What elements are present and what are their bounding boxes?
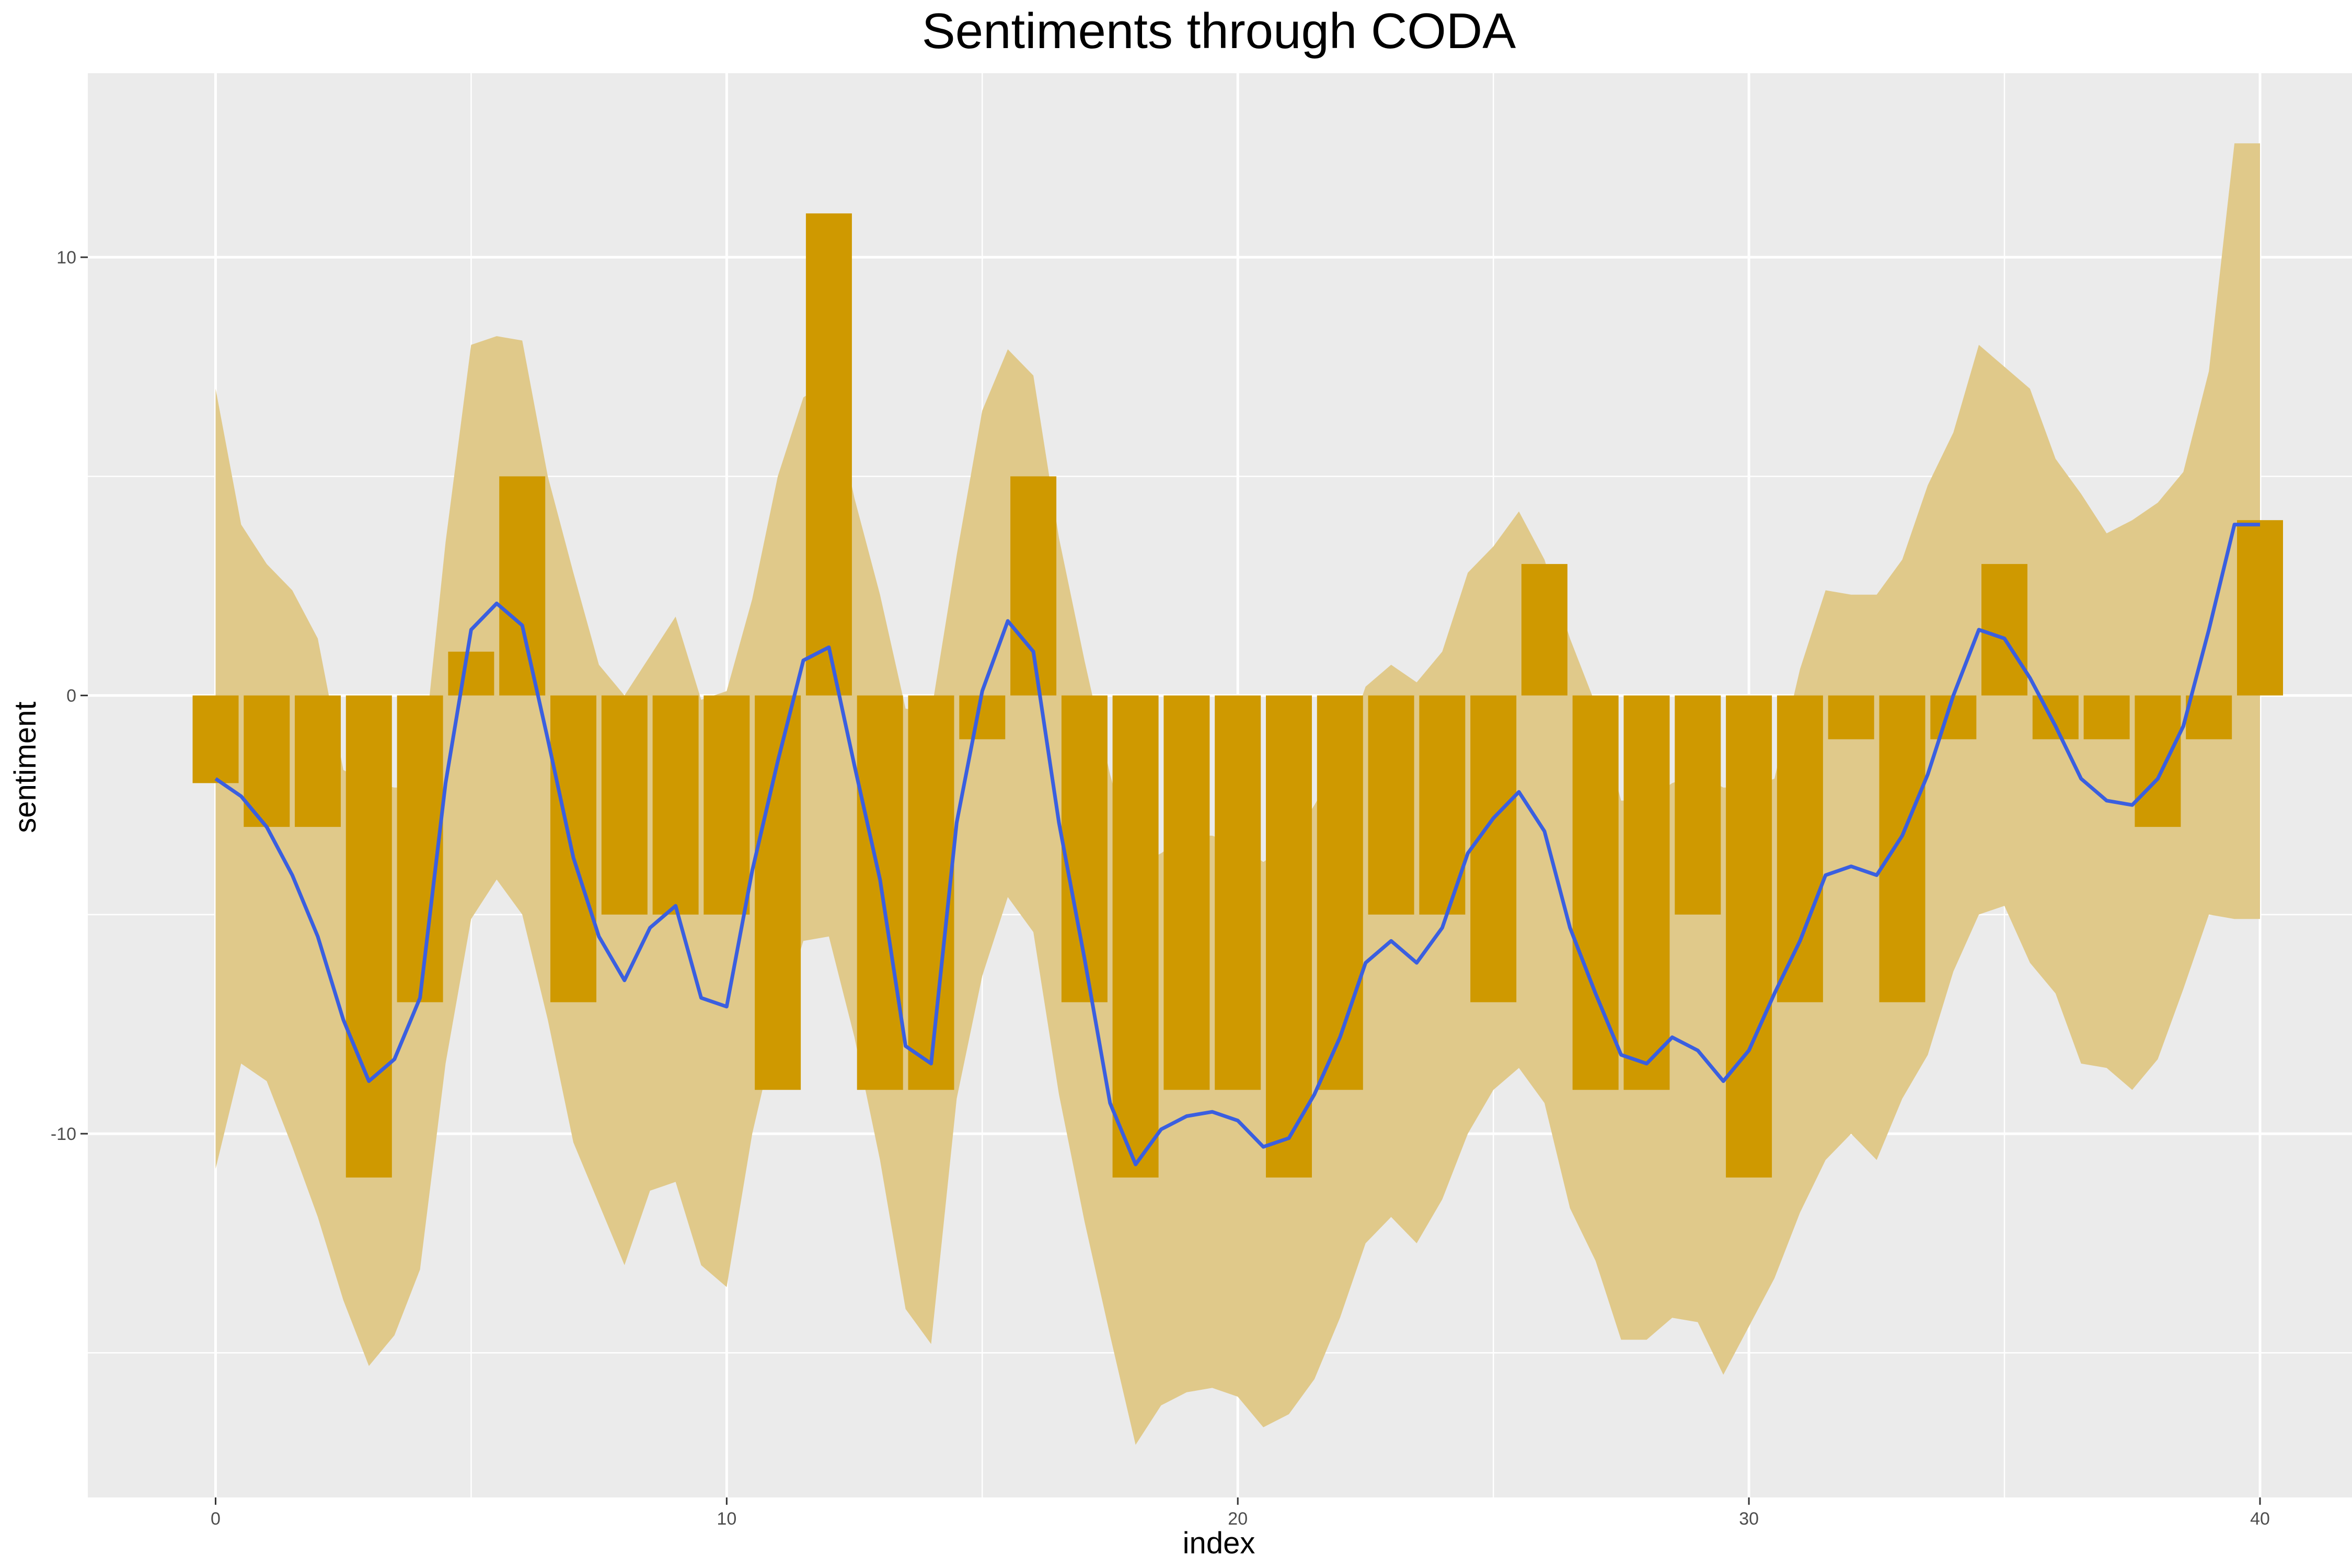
bar xyxy=(550,695,596,1002)
y-axis-ticks: -10 0 10 xyxy=(51,248,88,1144)
bar xyxy=(908,695,954,1090)
bar xyxy=(959,695,1006,740)
bar xyxy=(1368,695,1414,915)
bar xyxy=(345,695,392,1178)
bar xyxy=(1675,695,1721,915)
bar xyxy=(2135,695,2181,827)
x-tick-label: 40 xyxy=(2250,1509,2270,1529)
bar xyxy=(601,695,648,915)
y-tick-label: 0 xyxy=(66,686,76,706)
x-tick-label: 0 xyxy=(211,1509,221,1529)
bar xyxy=(1828,695,1874,740)
bar xyxy=(704,695,750,915)
bar xyxy=(1163,695,1210,1090)
bar xyxy=(295,695,341,827)
bar xyxy=(1726,695,1772,1178)
bar xyxy=(1215,695,1261,1090)
bar xyxy=(857,695,903,1090)
bar xyxy=(1879,695,1926,1002)
x-axis-ticks: 0 10 20 30 40 xyxy=(211,1497,2270,1529)
bar xyxy=(1572,695,1619,1090)
x-tick-label: 10 xyxy=(717,1509,736,1529)
bar xyxy=(1470,695,1517,1002)
bar xyxy=(1521,564,1567,696)
bar xyxy=(805,213,852,696)
x-tick-label: 30 xyxy=(1739,1509,1759,1529)
y-tick-label: 10 xyxy=(56,248,76,268)
bar xyxy=(2083,695,2130,740)
bar xyxy=(397,695,443,1002)
x-tick-label: 20 xyxy=(1228,1509,1248,1529)
bar xyxy=(2237,520,2283,696)
chart-title: Sentiments through CODA xyxy=(922,3,1516,59)
bar xyxy=(1266,695,1312,1178)
bar xyxy=(192,695,239,783)
bar xyxy=(448,651,494,696)
smooth-line xyxy=(214,523,2260,1167)
y-tick-label: -10 xyxy=(51,1124,76,1144)
bar xyxy=(1777,695,1823,1002)
y-axis-title: sentiment xyxy=(8,701,42,833)
bar xyxy=(1981,564,2027,696)
bar xyxy=(499,476,546,696)
x-axis-title: index xyxy=(1183,1526,1255,1560)
bar xyxy=(1930,695,1977,740)
bar xyxy=(2186,695,2232,740)
bar xyxy=(2032,695,2079,740)
bar xyxy=(1623,695,1670,1090)
bar xyxy=(1112,695,1159,1178)
bar xyxy=(1317,695,1363,1090)
bar xyxy=(244,695,290,827)
bar xyxy=(652,695,699,915)
